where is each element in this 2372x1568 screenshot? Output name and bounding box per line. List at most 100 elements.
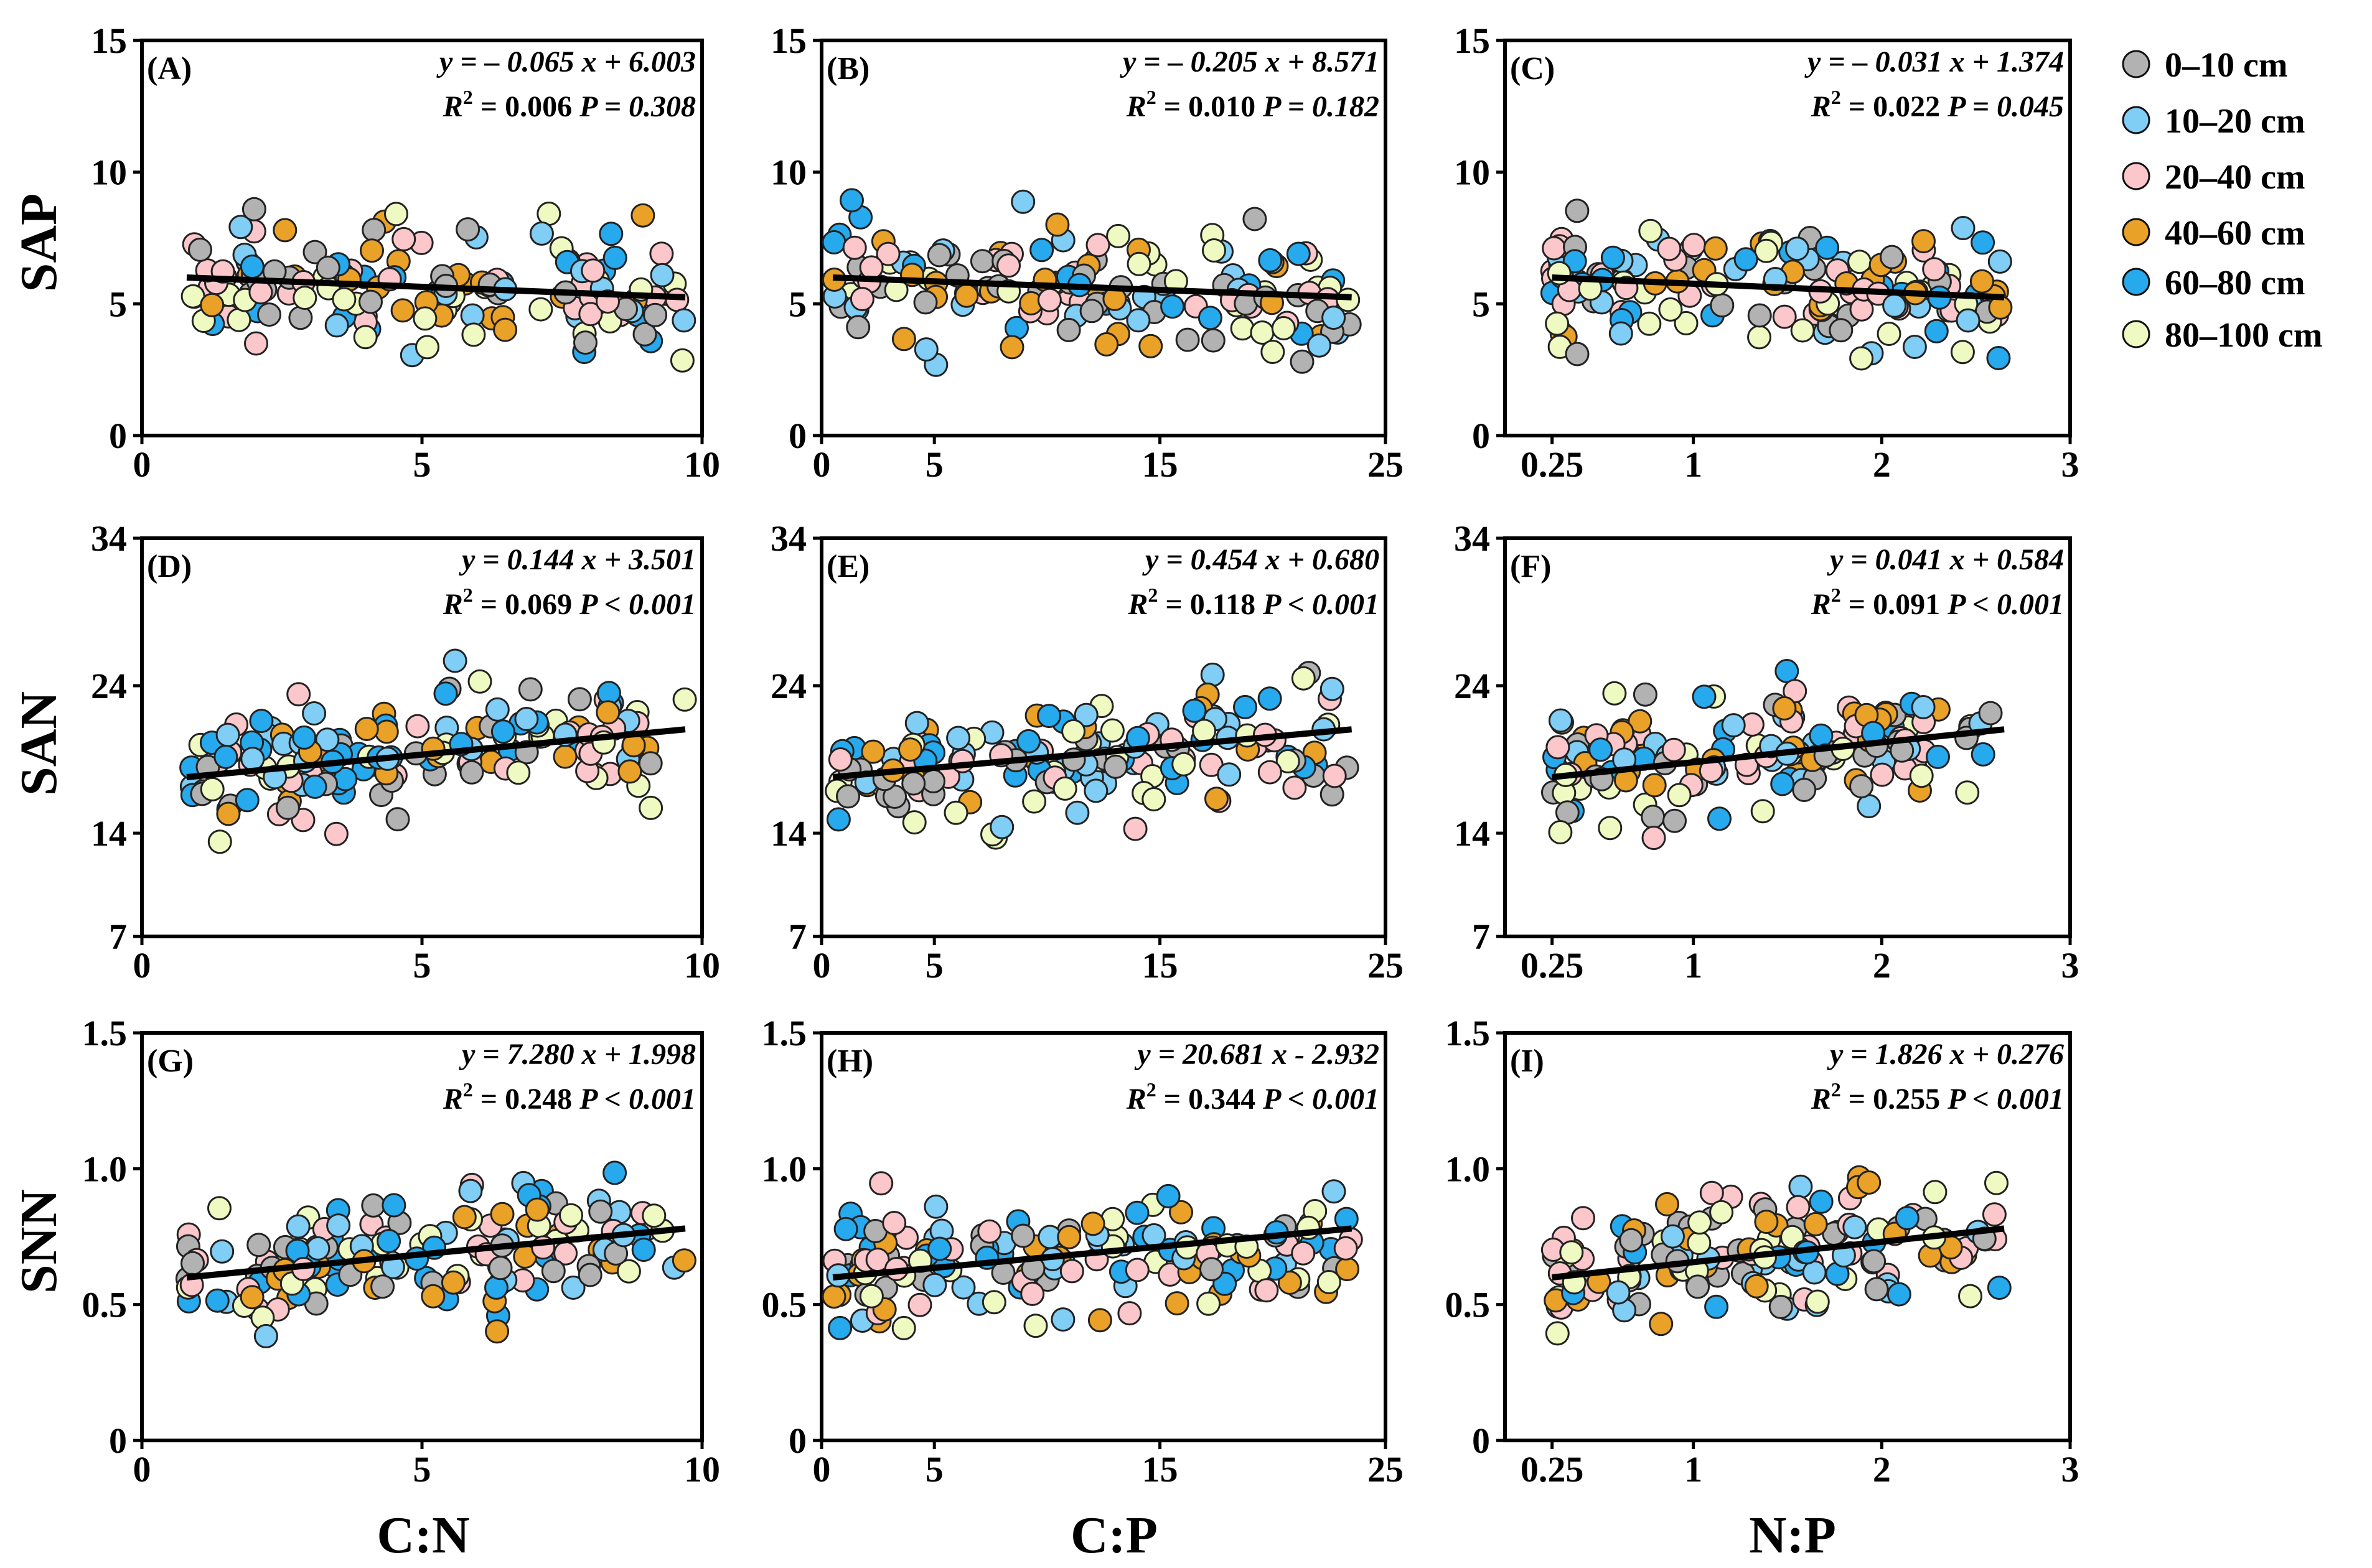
r2-value: = 0.091: [1841, 588, 1948, 621]
data-point: [1230, 316, 1255, 341]
data-point: [1784, 236, 1809, 261]
data-point: [1100, 718, 1125, 743]
p-value: P < 0.001: [579, 1083, 696, 1116]
y-tick-label: 10: [771, 152, 807, 193]
data-point: [1201, 328, 1226, 353]
legend-label-0-10: 0–10 cm: [2165, 46, 2288, 85]
data-point: [996, 253, 1021, 278]
regression-stats: R2 = 0.118 P < 0.001: [1127, 584, 1379, 621]
regression-line: [1552, 1225, 2005, 1281]
data-point: [946, 726, 971, 750]
panel-c: 0 5 10 15 0.25 1 2 3 (C) y = – 0.031 x + 1.374 R2 …: [1454, 21, 2079, 485]
data-point: [1923, 1180, 1948, 1205]
regression-equation: y = 7.280 x + 1.998: [459, 1038, 696, 1071]
data-point: [1282, 775, 1307, 800]
data-point: [235, 788, 260, 813]
col-label-np: N:P: [1749, 1506, 1836, 1564]
data-point: [1548, 820, 1573, 844]
data-point: [306, 1236, 330, 1261]
data-point: [1200, 662, 1225, 687]
data-point: [1658, 297, 1683, 322]
data-point: [1217, 762, 1242, 787]
data-point: [1192, 719, 1217, 744]
data-point: [1175, 327, 1200, 352]
plot-frame: [1503, 536, 2072, 938]
r2-value: = 0.010: [1156, 90, 1263, 123]
data-point: [216, 801, 241, 826]
data-point: [1271, 316, 1296, 340]
data-point: [1275, 749, 1300, 773]
data-point: [1687, 1210, 1712, 1235]
data-point: [413, 306, 438, 331]
data-point: [1638, 218, 1663, 243]
data-point: [377, 1229, 401, 1254]
data-point: [1902, 335, 1927, 359]
x-tick-label: 0.25: [1521, 444, 1584, 485]
panel-label: (I): [1510, 1043, 1544, 1079]
data-point: [1202, 238, 1226, 263]
data-point: [1754, 238, 1779, 263]
data-point: [1545, 735, 1570, 760]
r2-value: = 0.248: [473, 1083, 579, 1116]
data-point: [1307, 333, 1331, 358]
data-point: [1849, 774, 1874, 799]
y-tick-label: 34: [91, 518, 127, 559]
data-point: [859, 255, 884, 280]
data-point: [1692, 684, 1717, 709]
data-point: [1588, 737, 1613, 762]
data-point: [1291, 1241, 1316, 1266]
data-point: [205, 1288, 230, 1313]
data-point: [1061, 719, 1086, 744]
data-point: [1641, 805, 1666, 829]
data-point: [1951, 216, 1976, 240]
data-point: [506, 760, 531, 785]
data-point: [1571, 1206, 1595, 1231]
data-point: [1704, 1294, 1729, 1319]
r2-value: = 0.118: [1158, 588, 1263, 621]
data-point: [1233, 694, 1257, 719]
data-point: [1141, 1223, 1166, 1248]
data-point: [1674, 310, 1699, 335]
legend-label-40-60: 40–60 cm: [2165, 214, 2305, 253]
legend: 0–10 cm 10–20 cm 20–40 cm 40–60 cm 60–80…: [2122, 46, 2323, 355]
data-point: [1792, 778, 1817, 802]
x-tick-label: 0: [133, 444, 151, 485]
data-point: [1087, 1308, 1112, 1333]
regression-equation: y = 1.826 x + 0.276: [1827, 1038, 2064, 1071]
data-point: [443, 648, 467, 673]
data-point: [567, 687, 592, 712]
regression-stats: R2 = 0.248 P < 0.001: [443, 1078, 696, 1116]
data-point: [616, 1259, 641, 1284]
data-point: [1322, 763, 1347, 788]
data-point: [1657, 236, 1682, 261]
legend-label-80-100: 80–100 cm: [2165, 316, 2323, 355]
y-tick-label: 14: [91, 813, 127, 854]
data-point: [1747, 325, 1771, 350]
data-point: [1037, 287, 1062, 312]
panel-label: (E): [827, 549, 870, 584]
data-point: [1685, 1274, 1710, 1299]
regression-line: [186, 274, 686, 301]
data-point: [1065, 800, 1090, 825]
data-point: [982, 1290, 1006, 1315]
data-point: [1321, 306, 1346, 330]
data-point: [1864, 1277, 1889, 1302]
data-point: [1895, 1206, 1920, 1231]
data-point: [1815, 235, 1840, 260]
data-point: [638, 751, 663, 776]
data-point: [1926, 744, 1950, 769]
y-tick-label: 5: [789, 284, 807, 324]
legend-swatch-20-40: [2122, 162, 2150, 190]
x-tick-label: 1: [1684, 444, 1702, 485]
scatter-points: [825, 661, 1359, 850]
data-point: [390, 298, 415, 323]
data-point: [1750, 799, 1775, 824]
data-point: [1887, 1282, 1911, 1307]
data-point: [1277, 1271, 1302, 1295]
data-point: [869, 1171, 894, 1196]
row-label-sap: SAP: [10, 194, 68, 292]
data-point: [324, 821, 349, 846]
data-point: [1084, 778, 1109, 803]
data-point: [650, 263, 675, 287]
data-point: [302, 774, 327, 799]
